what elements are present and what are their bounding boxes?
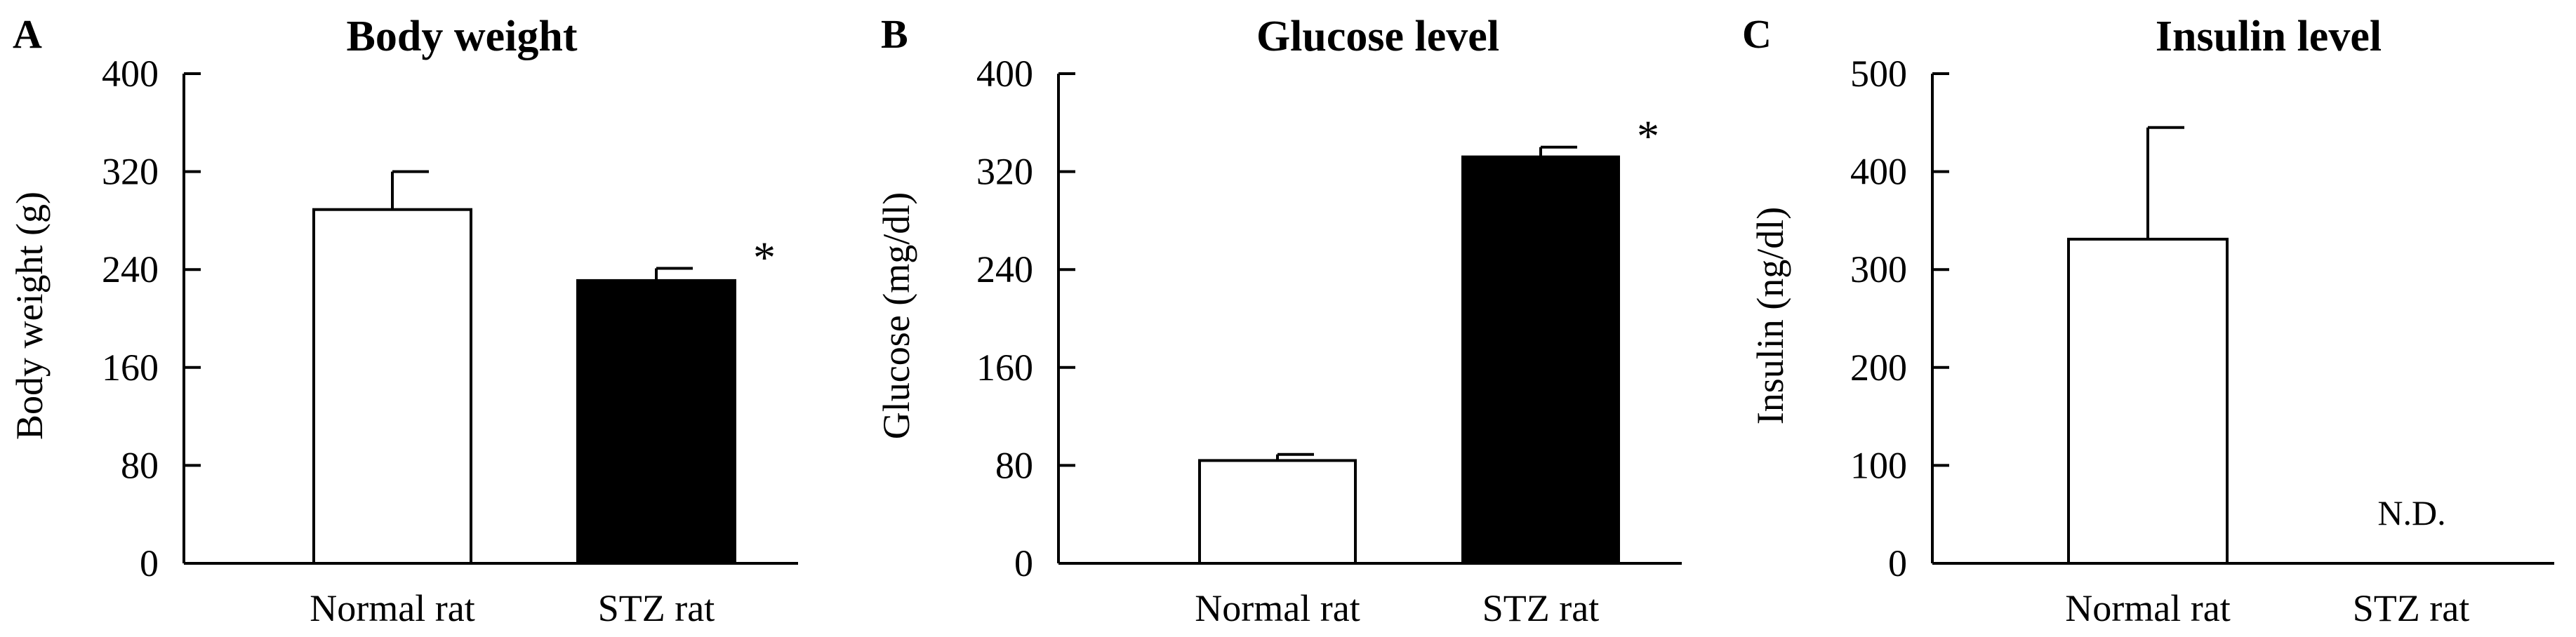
significance-marker-a-1: * (753, 232, 776, 282)
y-tick-label-c-4: 400 (1850, 151, 1907, 193)
y-tick-label-a-2: 160 (102, 347, 159, 389)
panel-b: B Glucose level Glucose (mg/dl) Normal r… (875, 11, 1682, 629)
not-detected-label-c-1: N.D. (2377, 493, 2445, 532)
y-tick-label-b-3: 240 (976, 248, 1033, 290)
y-tick-label-c-3: 300 (1850, 248, 1907, 290)
y-tick-label-a-5: 400 (102, 53, 159, 95)
chart-title-c: Insulin level (2156, 13, 2382, 60)
y-axis-label-a: Body weight (g) (8, 192, 51, 440)
y-tick-label-b-2: 160 (976, 347, 1033, 389)
panel-letter-c: C (1742, 11, 1772, 57)
category-label-a-normal: Normal rat (310, 587, 474, 629)
bar-c-0 (2067, 237, 2229, 565)
significance-marker-b-1: * (1637, 112, 1659, 161)
category-label-b-normal: Normal rat (1195, 587, 1360, 629)
y-tick-label-a-1: 80 (121, 444, 159, 486)
chart-title-a: Body weight (347, 13, 578, 60)
panel-c: C Insulin level Insulin (ng/dl) Normal r… (1742, 11, 2554, 629)
panel-a: A Body weight Body weight (g) Normal rat… (8, 11, 798, 629)
y-tick-label-a-3: 240 (102, 248, 159, 290)
panel-letter-b: B (881, 11, 908, 57)
category-label-c-normal: Normal rat (2065, 587, 2230, 629)
y-tick-label-c-2: 200 (1850, 347, 1907, 389)
y-axis-label-b: Glucose (mg/dl) (875, 192, 917, 439)
y-tick-label-c-1: 100 (1850, 444, 1907, 486)
category-label-b-stz: STZ rat (1482, 587, 1599, 629)
y-tick-label-b-1: 80 (995, 444, 1033, 486)
bar-b-0 (1198, 459, 1357, 565)
y-axis-label-c: Insulin (ng/dl) (1749, 207, 1791, 424)
category-label-a-stz: STZ rat (598, 587, 715, 629)
y-tick-label-a-4: 320 (102, 151, 159, 193)
bar-a-0 (312, 208, 472, 565)
chart-title-b: Glucose level (1256, 13, 1499, 60)
y-tick-label-b-5: 400 (976, 53, 1033, 95)
y-tick-label-b-4: 320 (976, 151, 1033, 193)
panel-letter-a: A (13, 11, 42, 57)
category-label-c-stz: STZ rat (2353, 587, 2469, 629)
y-tick-label-c-0: 0 (1888, 542, 1907, 584)
bar-b-1 (1461, 155, 1620, 565)
y-tick-label-a-0: 0 (140, 542, 159, 584)
bar-a-1 (576, 279, 736, 565)
y-tick-label-c-5: 500 (1850, 53, 1907, 95)
y-tick-label-b-0: 0 (1014, 542, 1033, 584)
